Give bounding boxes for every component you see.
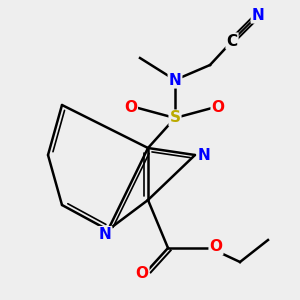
Text: C: C [226, 34, 238, 49]
Text: N: N [252, 8, 264, 22]
Text: O: O [124, 100, 137, 116]
Text: S: S [169, 110, 181, 125]
Text: O: O [212, 100, 224, 116]
Text: O: O [136, 266, 148, 280]
Text: N: N [169, 73, 182, 88]
Text: O: O [209, 239, 223, 254]
Text: N: N [198, 148, 210, 163]
Text: N: N [99, 227, 111, 242]
